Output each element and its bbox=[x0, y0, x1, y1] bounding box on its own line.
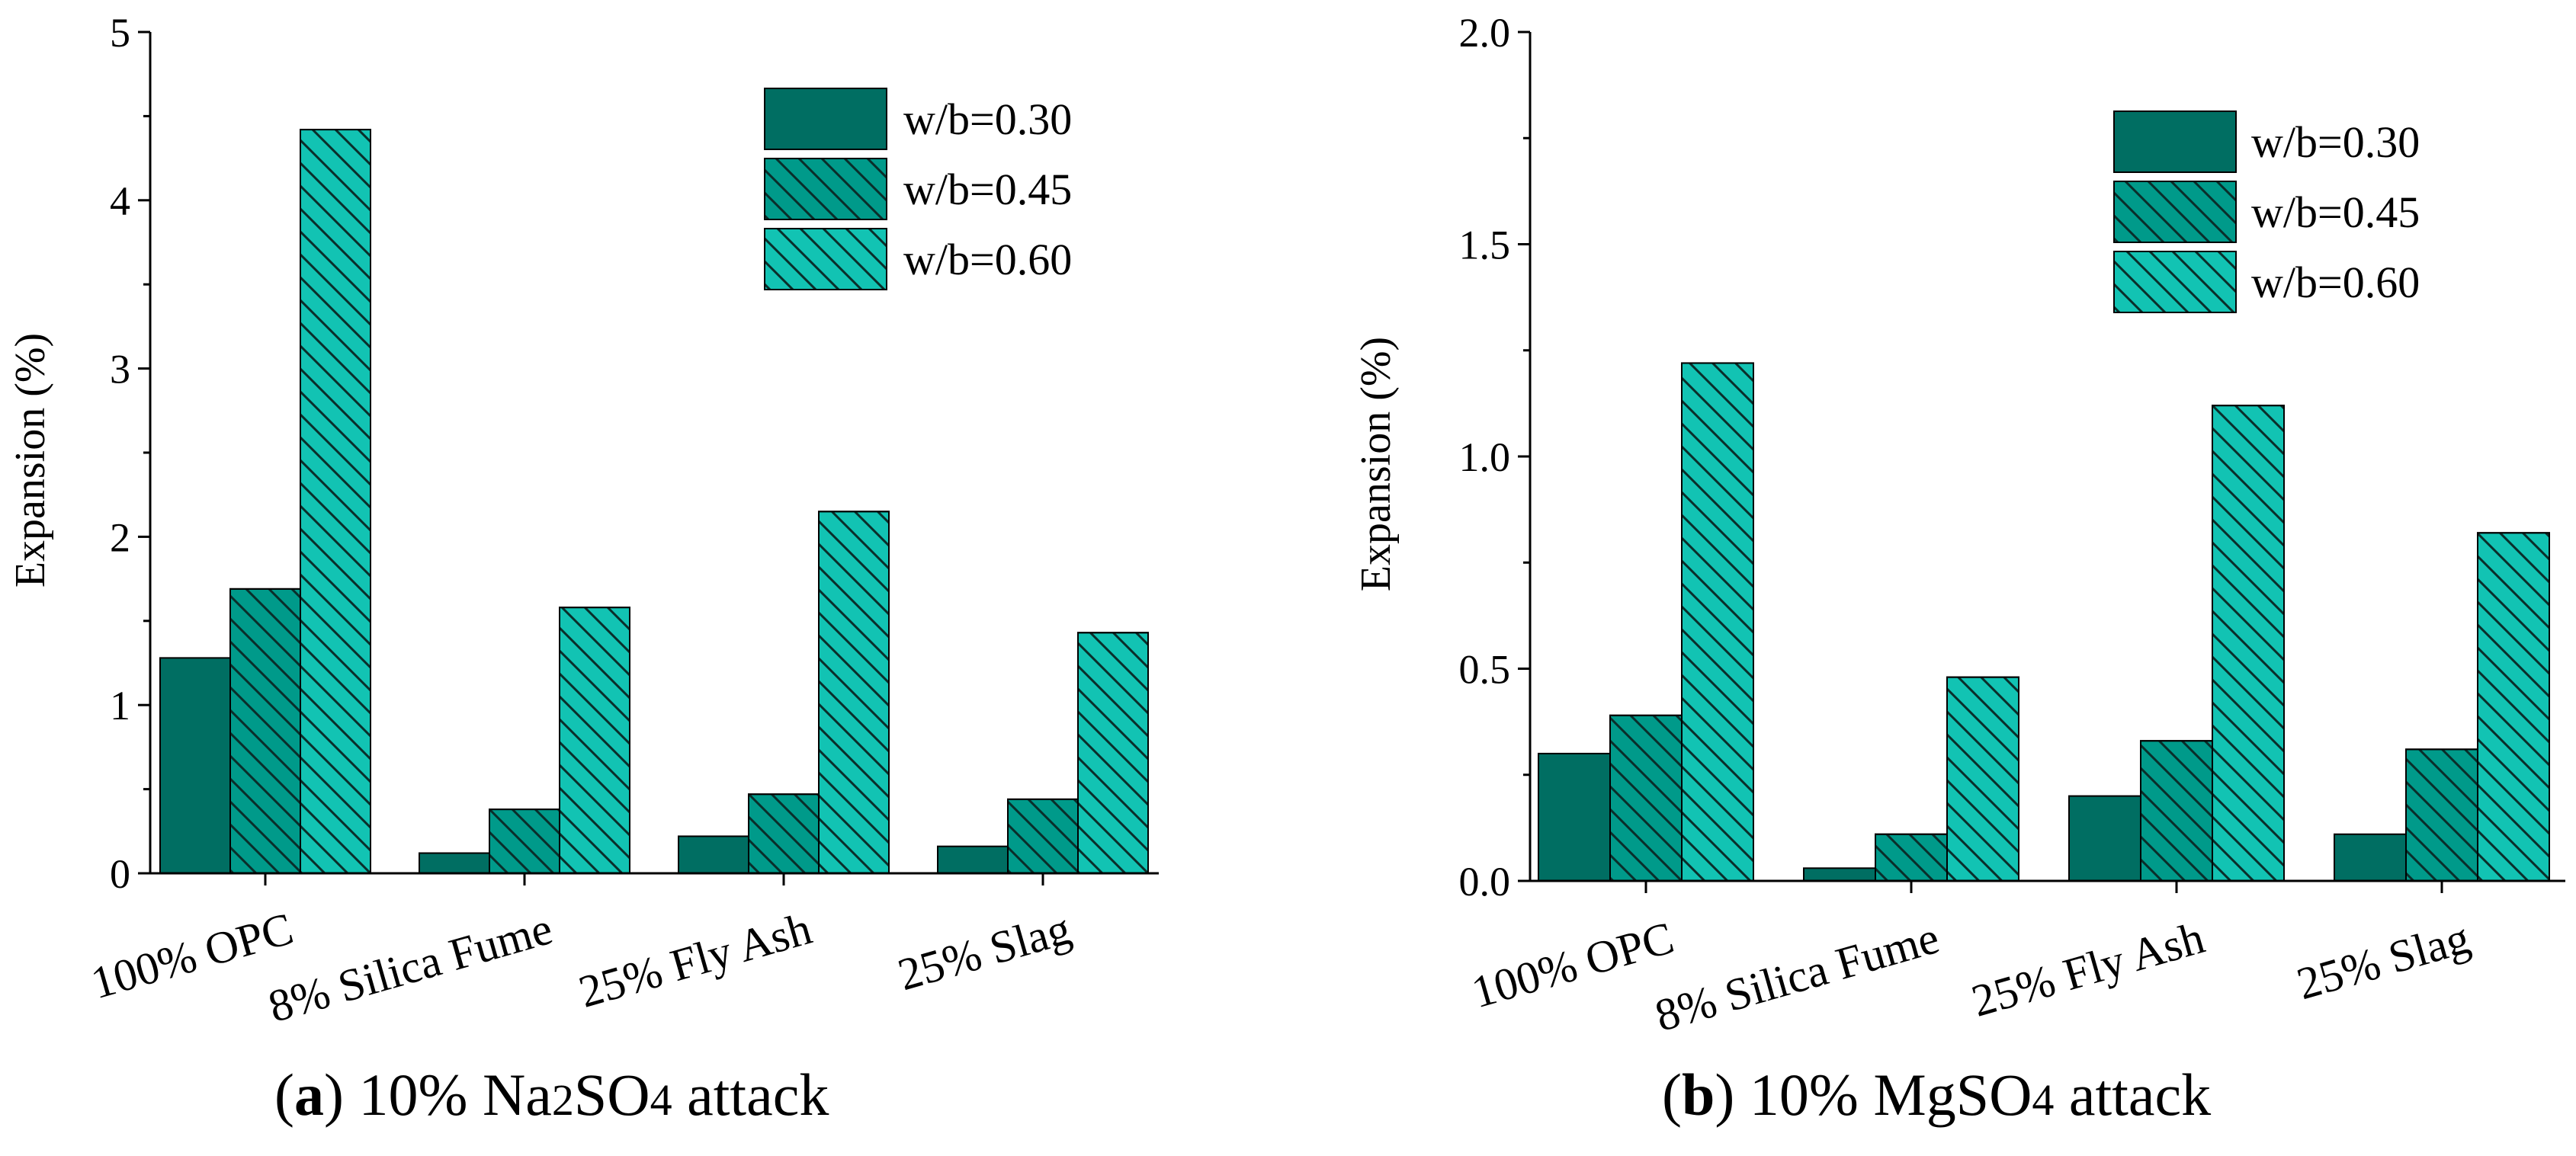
bar-hatch-b-0-1 bbox=[1609, 714, 1683, 882]
caption-b-prefix: 10% Mg bbox=[1749, 1062, 1956, 1128]
y-tick-label-b-4: 2.0 bbox=[1459, 10, 1511, 56]
y-tick-label-a-5: 5 bbox=[110, 10, 130, 56]
bar-hatch-b-1-2 bbox=[1946, 676, 2019, 882]
bar-hatch-b-1-1 bbox=[1875, 833, 1948, 882]
legend-label-a-2: w/b=0.60 bbox=[903, 235, 1072, 284]
legend-label-b-2: w/b=0.60 bbox=[2251, 258, 2420, 307]
caption-a-mid: SO bbox=[573, 1062, 650, 1128]
bar-hatch-b-3-1 bbox=[2405, 748, 2478, 882]
bar-hatch-b-0-2 bbox=[1681, 362, 1754, 882]
legend-swatch-b-0 bbox=[2113, 110, 2237, 173]
bar-hatch-a-3-1 bbox=[1007, 798, 1079, 875]
caption-b-label: b bbox=[1681, 1062, 1715, 1128]
legend-swatch-a-0 bbox=[764, 88, 887, 150]
y-tick-label-a-0: 0 bbox=[110, 851, 130, 897]
bar-b-0-0 bbox=[1538, 752, 1611, 882]
caption-a-suffix: attack bbox=[672, 1062, 829, 1128]
x-category-label-b-1: 8% Silica Fume bbox=[1650, 912, 1945, 1041]
legend-swatch-hatch-a-1 bbox=[764, 158, 887, 220]
y-tick-label-a-2: 2 bbox=[110, 514, 130, 560]
y-tick-label-b-0: 0.0 bbox=[1459, 859, 1511, 905]
bar-b-3-0 bbox=[2334, 833, 2407, 882]
legend-label-a-0: w/b=0.30 bbox=[903, 94, 1072, 144]
caption-a-sub1: 2 bbox=[551, 1075, 574, 1125]
y-tick-label-b-1: 0.5 bbox=[1459, 647, 1511, 693]
bar-hatch-a-0-1 bbox=[229, 588, 301, 875]
legend-swatch-hatch-b-2 bbox=[2113, 251, 2237, 313]
x-category-label-b-2: 25% Fly Ash bbox=[1966, 912, 2209, 1026]
x-category-label-a-3: 25% Slag bbox=[893, 903, 1076, 1000]
bar-hatch-a-1-1 bbox=[489, 809, 560, 874]
bar-b-1-0 bbox=[1803, 867, 1876, 882]
legend-label-a-1: w/b=0.45 bbox=[903, 165, 1072, 214]
x-category-label-b-0: 100% OPC bbox=[1466, 912, 1679, 1017]
caption-b: (b) 10% MgSO4 attack bbox=[1662, 1062, 2212, 1128]
legend-swatch-hatch-a-2 bbox=[764, 228, 887, 290]
bar-a-0-0 bbox=[159, 657, 231, 874]
legend-swatch-hatch-b-1 bbox=[2113, 181, 2237, 243]
caption-b-suffix: attack bbox=[2054, 1062, 2212, 1128]
caption-a-sub2: 4 bbox=[650, 1075, 672, 1125]
bar-hatch-a-3-2 bbox=[1077, 632, 1149, 874]
x-category-label-a-1: 8% Silica Fume bbox=[263, 903, 558, 1032]
y-tick-label-a-3: 3 bbox=[110, 347, 130, 392]
y-tick-label-b-3: 1.5 bbox=[1459, 223, 1511, 268]
bar-hatch-b-3-2 bbox=[2477, 532, 2550, 882]
y-axis-label-a: Expansion (%) bbox=[7, 333, 54, 588]
bar-a-2-0 bbox=[678, 835, 749, 874]
bar-a-3-0 bbox=[937, 845, 1009, 874]
bar-hatch-a-2-1 bbox=[748, 793, 820, 874]
caption-b-sub2: 4 bbox=[2032, 1075, 2055, 1125]
caption-a-label: a bbox=[294, 1062, 324, 1128]
caption-a: (a) 10% Na2SO4 attack bbox=[274, 1062, 829, 1128]
legend-label-b-0: w/b=0.30 bbox=[2251, 117, 2420, 167]
bar-hatch-b-2-2 bbox=[2212, 405, 2285, 882]
bar-hatch-b-2-1 bbox=[2140, 740, 2213, 882]
caption-a-prefix: 10% Na bbox=[358, 1062, 552, 1128]
bar-hatch-a-2-2 bbox=[818, 511, 890, 875]
x-category-label-b-3: 25% Slag bbox=[2292, 912, 2475, 1009]
bar-hatch-a-0-2 bbox=[300, 129, 371, 874]
y-tick-label-a-1: 1 bbox=[110, 683, 130, 729]
caption-b-mid: SO bbox=[1955, 1062, 2032, 1128]
legend-label-b-1: w/b=0.45 bbox=[2251, 187, 2420, 237]
y-tick-label-a-4: 4 bbox=[110, 178, 130, 224]
x-category-label-a-2: 25% Fly Ash bbox=[573, 903, 816, 1017]
bar-b-2-0 bbox=[2068, 795, 2141, 882]
y-axis-label-b: Expansion (%) bbox=[1352, 337, 1400, 591]
bar-a-1-0 bbox=[419, 852, 490, 875]
y-tick-label-b-2: 1.0 bbox=[1459, 434, 1511, 480]
bar-hatch-a-1-2 bbox=[559, 607, 630, 874]
